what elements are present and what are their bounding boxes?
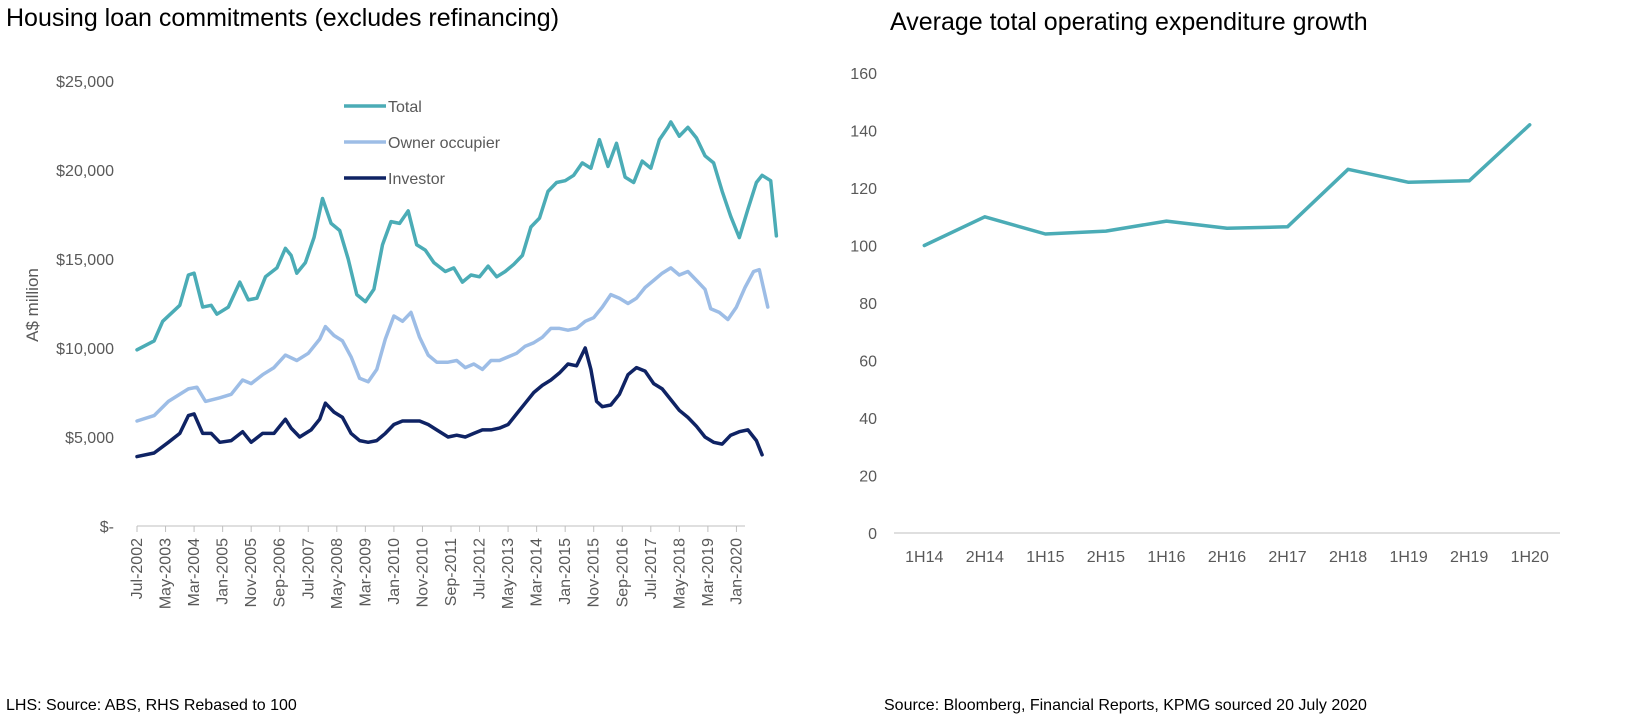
left-x-tick-label: Mar-2009 bbox=[357, 538, 374, 607]
right-x-tick-label: 2H14 bbox=[966, 549, 1004, 566]
right-x-tick-label: 2H17 bbox=[1268, 549, 1306, 566]
right-chart: Average total operating expenditure grow… bbox=[850, 8, 1560, 566]
left-y-tick-label: $5,000 bbox=[65, 430, 114, 447]
left-legend: Total Owner occupier Investor bbox=[344, 99, 501, 188]
series-line-total bbox=[135, 120, 779, 352]
left-y-axis-title: A$ million bbox=[23, 268, 42, 342]
right-x-tick-label: 2H16 bbox=[1208, 549, 1246, 566]
left-x-tick-label: Mar-2004 bbox=[186, 538, 203, 607]
legend-label-total: Total bbox=[388, 99, 422, 116]
left-y-tick-label: $20,000 bbox=[56, 163, 114, 180]
right-y-tick-label: 140 bbox=[850, 124, 877, 141]
right-x-tick-label: 2H18 bbox=[1329, 549, 1367, 566]
right-y-tick-label: 60 bbox=[859, 354, 877, 371]
left-series-group bbox=[135, 120, 779, 459]
legend-label-owner-occupier: Owner occupier bbox=[388, 135, 501, 152]
left-x-tick-label: Jan-2020 bbox=[728, 538, 745, 605]
right-y-tick-label: 20 bbox=[859, 469, 877, 486]
left-x-tick-label: Jul-2002 bbox=[129, 538, 146, 599]
left-x-tick-label: Jan-2015 bbox=[557, 538, 574, 605]
left-x-tick-label: Nov-2015 bbox=[586, 538, 603, 607]
left-x-tick-label: Mar-2019 bbox=[700, 538, 717, 607]
right-x-tick-label: 2H15 bbox=[1087, 549, 1125, 566]
right-x-tick-label: 1H15 bbox=[1026, 549, 1064, 566]
right-y-axis: 0 20 40 60 80 100 120 140 160 bbox=[850, 66, 877, 543]
right-y-tick-label: 0 bbox=[868, 526, 877, 543]
left-chart: Housing loan commitments (excludes refin… bbox=[6, 4, 779, 609]
left-x-tick-label: May-2013 bbox=[500, 538, 517, 609]
left-y-tick-label: $15,000 bbox=[56, 252, 114, 269]
right-y-tick-label: 120 bbox=[850, 181, 877, 198]
left-y-tick-label: $25,000 bbox=[56, 74, 114, 91]
right-source-note: Source: Bloomberg, Financial Reports, KP… bbox=[884, 697, 1367, 714]
left-x-tick-label: May-2018 bbox=[671, 538, 688, 609]
left-x-axis: Jul-2002 May-2003 Mar-2004 Jan-2005 Nov-2005… bbox=[129, 526, 745, 609]
left-x-tick-label: Sep-2016 bbox=[614, 538, 631, 607]
left-y-axis: $- $5,000 $10,000 $15,000 $20,000 $25,000 bbox=[56, 74, 114, 536]
left-x-tick-label: Jul-2012 bbox=[472, 538, 489, 599]
left-source-note: LHS: Source: ABS, RHS Rebased to 100 bbox=[6, 697, 297, 714]
left-y-tick-label: $10,000 bbox=[56, 341, 114, 358]
right-x-tick-label: 2H19 bbox=[1450, 549, 1488, 566]
right-x-tick-label: 1H19 bbox=[1390, 549, 1428, 566]
left-x-tick-label: Nov-2010 bbox=[414, 538, 431, 607]
right-series-group bbox=[922, 123, 1532, 248]
right-y-tick-label: 100 bbox=[850, 239, 877, 256]
left-x-tick-label: Sep-2011 bbox=[443, 538, 460, 606]
left-x-tick-label: May-2008 bbox=[329, 538, 346, 609]
right-x-axis: 1H14 2H14 1H15 2H15 1H16 2H16 2H17 2H18 1H19 2H19… bbox=[905, 549, 1549, 566]
legend-label-investor: Investor bbox=[388, 171, 446, 188]
left-x-tick-label: Mar-2014 bbox=[529, 538, 546, 607]
left-x-tick-label: Jan-2005 bbox=[215, 538, 232, 605]
right-y-tick-label: 80 bbox=[859, 296, 877, 313]
series-line-owner-occupier bbox=[135, 266, 770, 423]
series-line-investor bbox=[135, 346, 764, 459]
right-x-tick-label: 1H20 bbox=[1511, 549, 1549, 566]
right-y-tick-label: 40 bbox=[859, 411, 877, 428]
left-x-tick-label: May-2003 bbox=[158, 538, 175, 609]
left-x-tick-label: Jan-2010 bbox=[386, 538, 403, 605]
left-x-tick-label: Sep-2006 bbox=[272, 538, 289, 607]
right-y-tick-label: 160 bbox=[850, 66, 877, 83]
series-line-opex-growth bbox=[922, 123, 1532, 248]
left-y-tick-label: $- bbox=[100, 519, 114, 536]
right-chart-title: Average total operating expenditure grow… bbox=[890, 8, 1368, 36]
left-x-tick-label: Jul-2017 bbox=[643, 538, 660, 599]
right-x-tick-label: 1H16 bbox=[1147, 549, 1185, 566]
left-x-tick-label: Jul-2007 bbox=[300, 538, 317, 599]
left-chart-title: Housing loan commitments (excludes refin… bbox=[6, 4, 559, 32]
right-x-tick-label: 1H14 bbox=[905, 549, 943, 566]
left-x-tick-label: Nov-2005 bbox=[243, 538, 260, 607]
